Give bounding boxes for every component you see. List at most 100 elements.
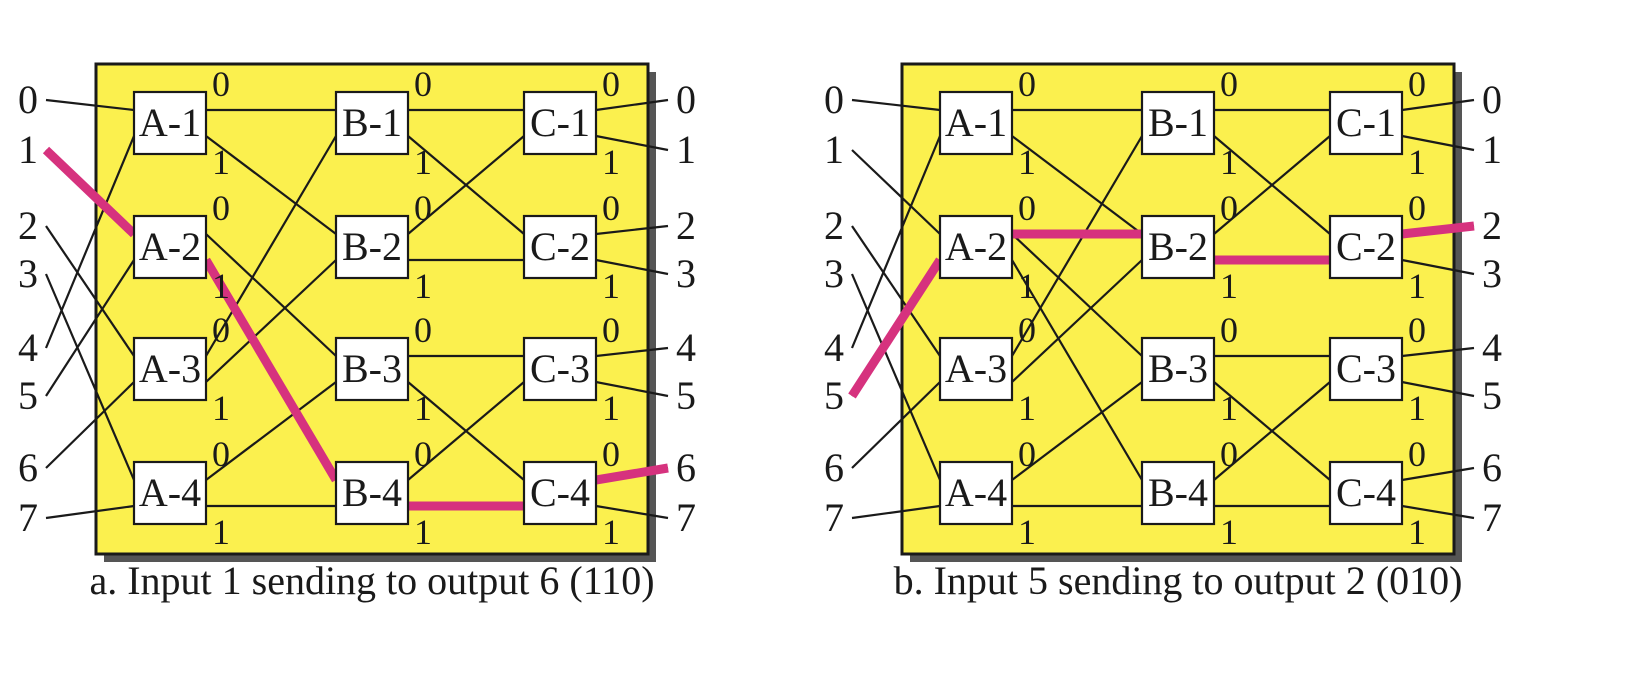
bit-label-0: 0 [602, 434, 620, 474]
switch-box [522, 90, 598, 156]
input-wire [45, 259, 135, 397]
bit-label-1: 1 [602, 142, 620, 182]
bit-label-1: 1 [1018, 388, 1036, 428]
input-wire [45, 98, 135, 112]
highlight-ab-segment [202, 257, 340, 483]
bit-label-1: 1 [212, 142, 230, 182]
input-label: 1 [824, 127, 844, 172]
switch-box [1328, 90, 1404, 156]
switch-label-c3: C-3 [530, 346, 590, 391]
input-label: 1 [18, 127, 38, 172]
bit-label-1: 1 [1408, 512, 1426, 552]
switch-label-a4: A-4 [139, 470, 201, 515]
switch-box [938, 336, 1014, 402]
input-label: 2 [824, 203, 844, 248]
switch-box [1328, 460, 1404, 526]
switch-label-c1: C-1 [530, 100, 590, 145]
output-wire [1401, 504, 1475, 520]
output-label: 6 [676, 445, 696, 490]
input-wire [850, 135, 942, 349]
stage-ab-wire [1011, 259, 1143, 383]
output-label: 2 [676, 203, 696, 248]
output-label: 5 [676, 373, 696, 418]
stage-ab-wire [205, 381, 337, 481]
output-wire [1401, 134, 1475, 152]
bit-label-0: 0 [212, 434, 230, 474]
bit-label-0: 0 [212, 64, 230, 104]
bit-label-1: 1 [1220, 266, 1238, 306]
switch-label-c4: C-4 [1336, 470, 1396, 515]
bit-label-1: 1 [1408, 266, 1426, 306]
bit-label-0: 0 [414, 310, 432, 350]
switch-box [334, 214, 410, 280]
bit-label-0: 0 [1018, 310, 1036, 350]
input-wire [44, 135, 136, 349]
output-wire [595, 258, 669, 276]
switch-box [938, 460, 1014, 526]
switch-box [522, 214, 598, 280]
input-label: 3 [18, 251, 38, 296]
bit-label-0: 0 [1408, 434, 1426, 474]
bit-label-1: 1 [1018, 512, 1036, 552]
stage-ab-wire [1011, 135, 1143, 357]
switch-label-b3: B-3 [342, 346, 402, 391]
bit-label-1: 1 [212, 512, 230, 552]
input-label: 6 [824, 445, 844, 490]
bit-label-0: 0 [414, 188, 432, 228]
bit-label-0: 0 [602, 188, 620, 228]
output-label: 0 [1482, 77, 1502, 122]
output-label: 0 [676, 77, 696, 122]
stage-ab-wire [1011, 381, 1143, 481]
bit-label-1: 1 [212, 388, 230, 428]
bit-label-0: 0 [1220, 188, 1238, 228]
bit-label-0: 0 [1018, 188, 1036, 228]
input-label: 5 [824, 373, 844, 418]
output-wire [1401, 98, 1475, 112]
bit-label-0: 0 [602, 64, 620, 104]
stage-ab-wire [205, 259, 337, 383]
switch-label-a1: A-1 [945, 100, 1007, 145]
output-label: 7 [676, 495, 696, 540]
highlighted-path [848, 221, 1475, 399]
output-wire [595, 134, 669, 152]
input-wire [45, 381, 135, 469]
switch-box [1140, 336, 1216, 402]
bit-label-1: 1 [414, 266, 432, 306]
output-label: 7 [1482, 495, 1502, 540]
input-label: 0 [18, 77, 38, 122]
bit-label-1: 1 [212, 266, 230, 306]
highlight-output-segment [595, 463, 669, 485]
bit-label-0: 0 [1408, 188, 1426, 228]
output-wire [595, 224, 669, 236]
bit-label-0: 0 [1018, 64, 1036, 104]
switch-label-b3: B-3 [1148, 346, 1208, 391]
switch-box [1328, 336, 1404, 402]
bit-label-0: 0 [1220, 310, 1238, 350]
output-wire [595, 380, 669, 398]
input-label: 0 [824, 77, 844, 122]
input-wire [850, 273, 942, 481]
stage-ab-wire [205, 233, 337, 357]
output-label: 6 [1482, 445, 1502, 490]
stage-ab-wire [205, 135, 337, 357]
stage-ab-wire [1011, 233, 1143, 357]
input-label: 5 [18, 373, 38, 418]
switch-label-c2: C-2 [530, 224, 590, 269]
input-wire [45, 225, 135, 357]
input-label: 3 [824, 251, 844, 296]
highlight-output-segment [1401, 221, 1475, 239]
bit-label-1: 1 [602, 512, 620, 552]
stage-ab-wire [205, 135, 337, 235]
output-wire [1401, 346, 1475, 358]
switch-label-b4: B-4 [342, 470, 402, 515]
bit-label-0: 0 [1220, 64, 1238, 104]
switch-label-c2: C-2 [1336, 224, 1396, 269]
switch-label-a2: A-2 [945, 224, 1007, 269]
switch-label-a3: A-3 [139, 346, 201, 391]
input-label: 4 [18, 325, 38, 370]
switch-label-b2: B-2 [342, 224, 402, 269]
bit-label-1: 1 [1408, 388, 1426, 428]
switch-box [1140, 460, 1216, 526]
panel-caption: b. Input 5 sending to output 2 (010) [894, 558, 1463, 603]
switch-box [938, 214, 1014, 280]
